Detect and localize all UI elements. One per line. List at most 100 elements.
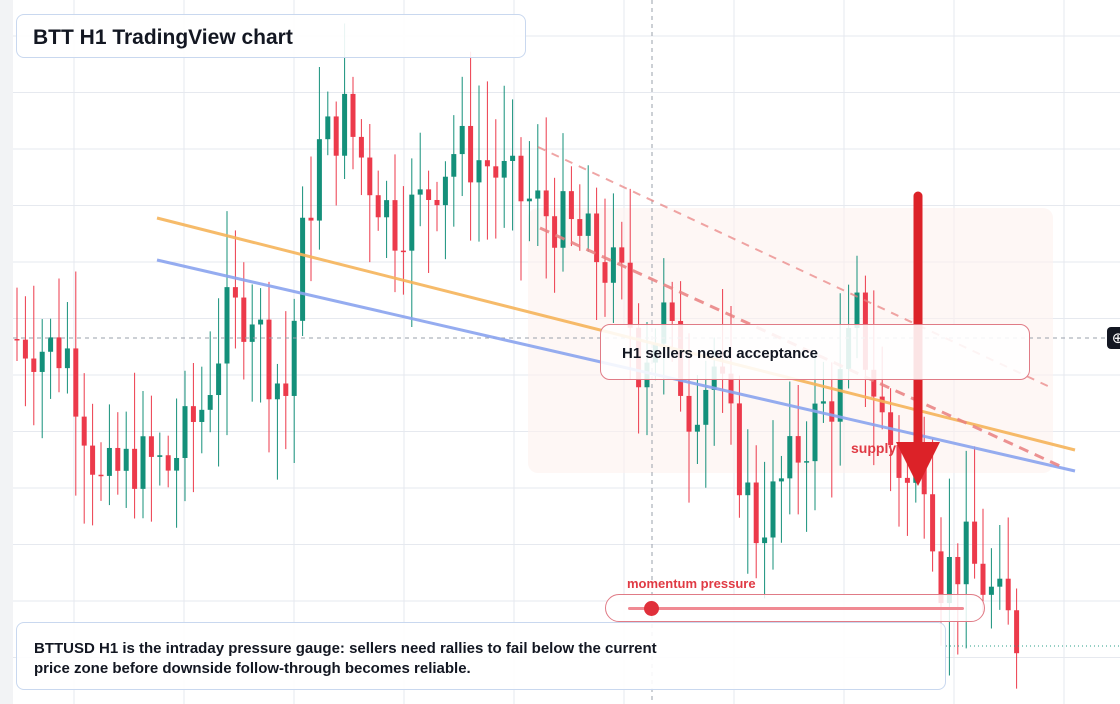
- candle-body: [115, 447, 121, 471]
- candle-body: [98, 474, 104, 477]
- candle-body: [31, 358, 37, 372]
- candle-body: [980, 563, 986, 595]
- candle-body: [409, 194, 415, 251]
- candle-body: [308, 217, 314, 221]
- candle-body: [552, 216, 558, 248]
- candle-body: [392, 200, 398, 251]
- candle-body: [274, 383, 280, 400]
- candle-body: [39, 351, 45, 372]
- candle-body: [610, 247, 616, 283]
- candle-body: [736, 403, 742, 496]
- candle-body: [291, 320, 297, 396]
- candle-body: [283, 383, 289, 396]
- candle-body: [216, 363, 222, 396]
- candle-body: [325, 116, 331, 140]
- candle-body: [342, 93, 348, 156]
- candle-body: [661, 302, 667, 344]
- candle-body: [526, 198, 532, 202]
- candle-body: [938, 551, 944, 604]
- candle-body: [560, 191, 566, 248]
- candle-body: [165, 455, 171, 471]
- candle-body: [501, 160, 507, 178]
- gauge-knob[interactable]: [644, 601, 660, 616]
- candle-body: [266, 319, 272, 400]
- upper-dashed-trendline: [537, 146, 1053, 389]
- candle-body: [871, 369, 877, 397]
- candle-body: [434, 199, 440, 206]
- candle-body: [535, 190, 541, 199]
- candle-body: [921, 463, 927, 495]
- candle-body: [627, 262, 633, 328]
- candle-body: [300, 217, 306, 321]
- candle-body: [804, 461, 810, 463]
- candle-body: [997, 578, 1003, 587]
- crosshair-plus-icon[interactable]: ⊕: [1107, 327, 1120, 349]
- candle-body: [64, 348, 70, 369]
- candle-body: [468, 125, 474, 183]
- candle-body: [745, 482, 751, 496]
- momentum-gauge: [605, 594, 985, 622]
- candle-body: [778, 478, 784, 482]
- candle-body: [1014, 610, 1020, 654]
- candle-body: [896, 445, 902, 478]
- candle-body: [820, 401, 826, 404]
- annotation-text: H1 sellers need acceptance: [622, 345, 818, 362]
- candle-body: [728, 373, 734, 404]
- candle-body: [476, 160, 482, 183]
- left-margin-strip: [0, 0, 13, 704]
- candle-body: [140, 436, 146, 489]
- candle-body: [988, 586, 994, 595]
- annotation-card: H1 sellers need acceptance: [600, 324, 1030, 380]
- candle-body: [694, 424, 700, 432]
- candle-body: [174, 457, 180, 471]
- candle-body: [81, 416, 87, 446]
- candle-body: [955, 556, 961, 585]
- candle-body: [946, 556, 952, 604]
- candle-body: [123, 448, 129, 471]
- candle-body: [904, 477, 910, 483]
- candle-body: [795, 436, 801, 463]
- candle-body: [400, 250, 406, 253]
- candle-body: [426, 189, 432, 200]
- candle-body: [484, 160, 490, 167]
- candle-body: [762, 537, 768, 544]
- candle-body: [48, 337, 54, 352]
- gauge-label: momentum pressure: [627, 576, 756, 591]
- candle-body: [686, 395, 692, 432]
- red-dashed-trendline: [539, 226, 1061, 468]
- candle-body: [703, 389, 709, 425]
- candle-body: [837, 369, 843, 422]
- candle-body: [854, 292, 860, 328]
- candle-body: [442, 176, 448, 206]
- candle-body: [518, 155, 524, 202]
- candle-body: [543, 190, 549, 217]
- candle-body: [148, 436, 154, 457]
- candle-body: [73, 348, 79, 417]
- candle-body: [249, 324, 255, 342]
- candle-body: [182, 406, 188, 458]
- chart-title: BTT H1 TradingView chart: [33, 26, 293, 49]
- candle-body: [106, 447, 112, 476]
- candle-body: [829, 401, 835, 422]
- candle-body: [602, 262, 608, 283]
- candle-body: [350, 93, 356, 137]
- summary-text: BTTUSD H1 is the intraday pressure gauge…: [34, 640, 657, 677]
- candle-body: [190, 406, 196, 422]
- candle-body: [232, 287, 238, 298]
- candle-body: [963, 521, 969, 585]
- summary-card: BTTUSD H1 is the intraday pressure gauge…: [16, 622, 946, 690]
- candle-body: [594, 213, 600, 263]
- candle-body: [199, 409, 205, 422]
- candle-body: [258, 319, 264, 325]
- candle-body: [585, 213, 591, 236]
- candle-body: [812, 403, 818, 462]
- candle-body: [241, 297, 247, 342]
- supply-label: supply: [851, 440, 897, 456]
- candle-body: [972, 521, 978, 564]
- candle-body: [22, 339, 28, 359]
- candle-body: [568, 191, 574, 220]
- candle-body: [384, 200, 390, 218]
- candle-body: [224, 287, 230, 364]
- candle-body: [669, 302, 675, 321]
- gauge-track: [628, 607, 964, 610]
